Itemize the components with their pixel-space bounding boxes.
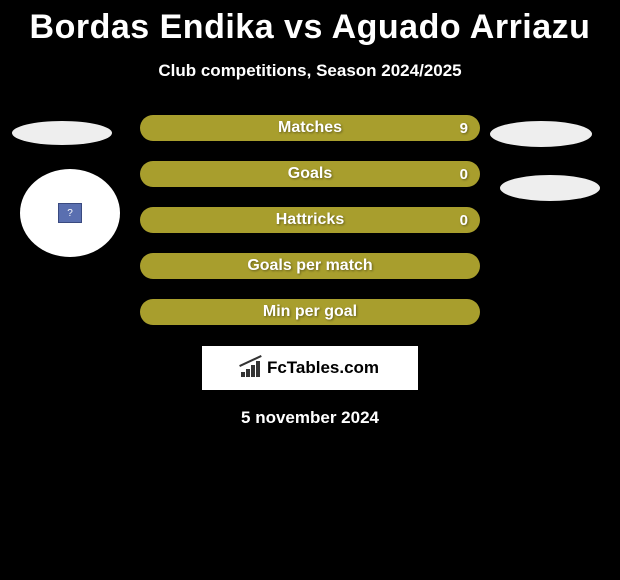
page-title: Bordas Endika vs Aguado Arriazu [0,0,620,47]
stat-row-matches: Matches 9 [140,115,480,141]
team-badge-circle: ? [20,169,120,257]
stats-area: ? Matches 9 Goals 0 Hattricks 0 Goals pe… [0,121,620,361]
stat-label: Goals [288,165,332,183]
stat-label: Hattricks [276,211,344,229]
stat-label: Goals per match [247,257,372,275]
subtitle: Club competitions, Season 2024/2025 [0,61,620,81]
stat-row-goals-per-match: Goals per match [140,253,480,279]
stat-row-min-per-goal: Min per goal [140,299,480,325]
stat-label: Min per goal [263,303,357,321]
decorative-ellipse-right-mid [500,175,600,201]
date-text: 5 november 2024 [0,408,620,428]
stat-value: 9 [460,120,468,137]
stat-value: 0 [460,166,468,183]
stats-comparison-card: Bordas Endika vs Aguado Arriazu Club com… [0,0,620,580]
stat-rows: Matches 9 Goals 0 Hattricks 0 Goals per … [140,115,480,345]
stat-row-goals: Goals 0 [140,161,480,187]
chart-icon [241,359,263,377]
decorative-ellipse-right-top [490,121,592,147]
branding-box: FcTables.com [202,346,418,390]
decorative-ellipse-left [12,121,112,145]
branding-text: FcTables.com [267,358,379,378]
broken-image-icon: ? [58,203,82,223]
branding-content: FcTables.com [241,358,379,378]
stat-value: 0 [460,212,468,229]
stat-row-hattricks: Hattricks 0 [140,207,480,233]
stat-label: Matches [278,119,342,137]
